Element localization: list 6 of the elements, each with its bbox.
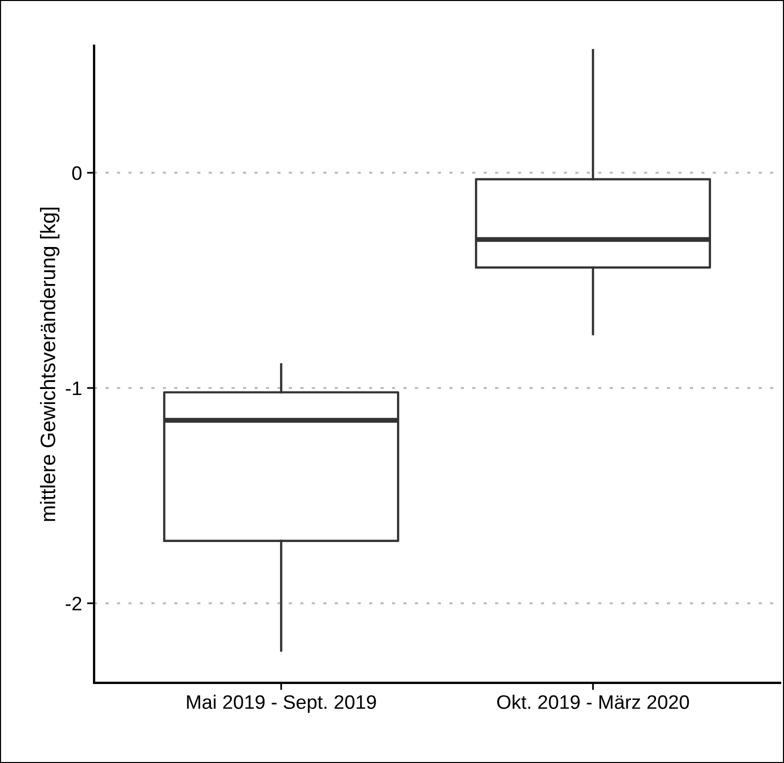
y-tick-label: 0 [72, 166, 82, 180]
y-tick-label: -2 [66, 596, 82, 610]
x-tick-label: Mai 2019 - Sept. 2019 [187, 694, 376, 713]
x-tick-label: Okt. 2019 - März 2020 [497, 694, 689, 709]
y-axis-title: mittlere Gewichtsveränderung [kg] [40, 208, 60, 521]
y-tick-label: -1 [66, 382, 82, 396]
